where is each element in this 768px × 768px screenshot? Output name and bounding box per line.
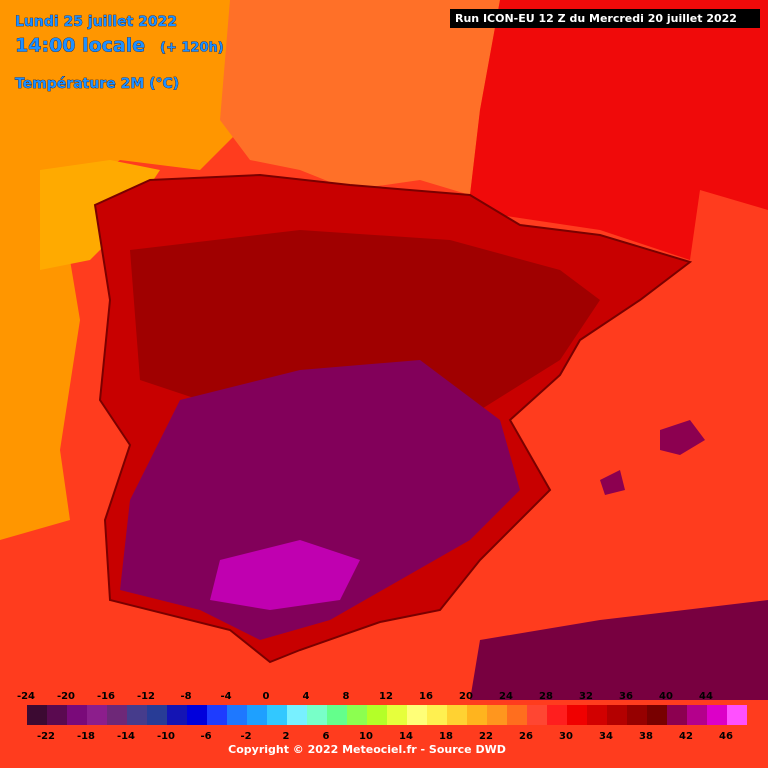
- run-label: Run ICON-EU 12 Z du Mercredi 20 juillet …: [455, 12, 737, 25]
- legend-label: 38: [639, 731, 653, 742]
- legend-swatch: [387, 705, 407, 725]
- legend-label: -18: [77, 731, 95, 742]
- legend-swatch: [607, 705, 627, 725]
- legend-label: 4: [303, 691, 310, 702]
- legend-swatch: [367, 705, 387, 725]
- bay-of-biscay: [220, 0, 500, 195]
- legend-label: 24: [499, 691, 513, 702]
- legend-label: 16: [419, 691, 433, 702]
- meseta-north: [130, 230, 600, 410]
- legend-label: 28: [539, 691, 553, 702]
- legend-swatch: [707, 705, 727, 725]
- parameter-label: Température 2M (°C): [15, 76, 179, 92]
- legend-swatch: [627, 705, 647, 725]
- legend-label: 32: [579, 691, 593, 702]
- legend-label: 20: [459, 691, 473, 702]
- legend-label: -4: [220, 691, 231, 702]
- legend-label: 14: [399, 731, 413, 742]
- legend-label: -8: [180, 691, 191, 702]
- legend-swatch: [167, 705, 187, 725]
- legend-swatch: [227, 705, 247, 725]
- legend-swatch: [447, 705, 467, 725]
- legend-swatch: [327, 705, 347, 725]
- legend-swatch: [67, 705, 87, 725]
- legend-swatch: [207, 705, 227, 725]
- legend-label: 12: [379, 691, 393, 702]
- legend-swatch: [547, 705, 567, 725]
- legend-label: -6: [200, 731, 211, 742]
- ibiza: [600, 470, 625, 495]
- legend-label: 22: [479, 731, 493, 742]
- legend-swatch: [287, 705, 307, 725]
- legend-label: -12: [137, 691, 155, 702]
- legend-label: 42: [679, 731, 693, 742]
- legend-swatch: [587, 705, 607, 725]
- legend-swatch: [47, 705, 67, 725]
- legend-swatch: [127, 705, 147, 725]
- legend-swatch: [187, 705, 207, 725]
- legend-label: -22: [37, 731, 55, 742]
- legend-swatch: [27, 705, 47, 725]
- legend-label: 44: [699, 691, 713, 702]
- date-label: Lundi 25 juillet 2022: [15, 14, 177, 30]
- legend-label: 8: [343, 691, 350, 702]
- legend-label: 2: [283, 731, 290, 742]
- legend-label: 34: [599, 731, 613, 742]
- legend-swatch: [507, 705, 527, 725]
- legend-swatch: [487, 705, 507, 725]
- legend-label: 46: [719, 731, 733, 742]
- legend-label: 26: [519, 731, 533, 742]
- lead-label: (+ 120h): [160, 41, 224, 56]
- legend-label: -2: [240, 731, 251, 742]
- legend-label: 36: [619, 691, 633, 702]
- copyright: Copyright © 2022 Meteociel.fr - Source D…: [228, 743, 506, 756]
- legend-swatch: [727, 705, 747, 725]
- run-box: [450, 9, 760, 28]
- legend-swatch: [647, 705, 667, 725]
- legend-label: -16: [97, 691, 115, 702]
- legend-label: 0: [263, 691, 270, 702]
- legend-swatch: [247, 705, 267, 725]
- legend-swatch: [107, 705, 127, 725]
- legend-swatch: [407, 705, 427, 725]
- legend-label: 6: [323, 731, 330, 742]
- legend-swatch: [527, 705, 547, 725]
- legend-swatch: [467, 705, 487, 725]
- legend-swatch: [347, 705, 367, 725]
- legend-swatch: [567, 705, 587, 725]
- legend-label: 40: [659, 691, 673, 702]
- hot-spot: [210, 540, 360, 610]
- legend-swatch: [87, 705, 107, 725]
- legend-swatch: [147, 705, 167, 725]
- north-africa: [470, 600, 768, 700]
- legend-swatch: [267, 705, 287, 725]
- legend-label: 10: [359, 731, 373, 742]
- atlantic-warm-zone: [0, 0, 250, 540]
- legend-label: -20: [57, 691, 75, 702]
- time-label: 14:00 locale: [15, 35, 145, 57]
- legend-swatch: [307, 705, 327, 725]
- legend-label: 30: [559, 731, 573, 742]
- legend-swatch: [667, 705, 687, 725]
- legend-swatch: [687, 705, 707, 725]
- legend-swatch: [427, 705, 447, 725]
- mallorca: [660, 420, 705, 455]
- france: [470, 0, 768, 260]
- legend-label: -14: [117, 731, 135, 742]
- legend-label: -10: [157, 731, 175, 742]
- legend-label: -24: [17, 691, 35, 702]
- legend-label: 18: [439, 731, 453, 742]
